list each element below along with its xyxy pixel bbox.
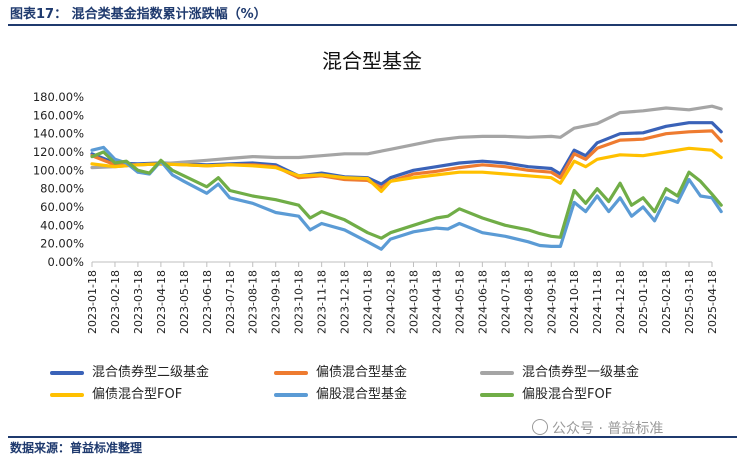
legend-label: 混合债券型二级基金 (92, 365, 210, 380)
legend-label: 偏债混合型基金 (316, 365, 408, 380)
x-tick-label: 2025-02-18 (660, 270, 673, 334)
y-tick-label: 0.00% (47, 255, 84, 269)
y-tick-label: 140.00% (33, 127, 84, 141)
x-tick-label: 2023-10-18 (293, 270, 306, 334)
x-tick-label: 2024-05-18 (453, 270, 466, 334)
source-note: 数据来源：普益标准整理 (10, 441, 143, 455)
x-tick-label: 2023-11-18 (316, 270, 329, 334)
legend-swatch (50, 370, 84, 375)
legend-item-1: 混合债券型二级基金 (50, 361, 209, 380)
x-tick-label: 2024-06-18 (476, 270, 489, 334)
y-tick-label: 40.00% (40, 218, 84, 232)
legend-swatch (274, 392, 308, 397)
x-tick-label: 2024-03-18 (407, 270, 420, 334)
x-tick-label: 2025-01-18 (637, 270, 650, 334)
x-tick-label: 2024-08-18 (522, 270, 535, 334)
y-tick-label: 80.00% (40, 182, 84, 196)
series-line-4 (90, 146, 723, 193)
y-tick-label: 120.00% (33, 145, 84, 159)
series-line-5 (90, 145, 723, 251)
x-tick-label: 2023-09-18 (270, 270, 283, 334)
y-tick-label: 160.00% (33, 108, 84, 122)
series-layer (90, 104, 723, 251)
series-line-6 (90, 150, 723, 240)
legend-item-4: 偏债混合型FOF (50, 383, 182, 402)
legend-label: 偏股混合型FOF (522, 387, 613, 402)
x-tick-label: 2024-04-18 (430, 270, 443, 334)
x-tick-label: 2024-02-18 (385, 270, 398, 334)
y-tick-label: 20.00% (40, 237, 84, 251)
watermark-text: 公众号 · 普益标准 (552, 421, 664, 437)
x-tick-label: 2024-11-18 (591, 270, 604, 334)
x-tick-label: 2024-12-18 (614, 270, 627, 334)
x-tick-label: 2023-01-18 (86, 270, 99, 334)
x-tick-label: 2024-01-18 (362, 270, 375, 334)
y-tick-label: 60.00% (40, 200, 84, 214)
x-tick-label: 2025-04-18 (706, 270, 719, 334)
x-tick-label: 2023-08-18 (247, 270, 260, 334)
x-tick-label: 2025-03-18 (683, 270, 696, 334)
top-rule (8, 24, 737, 26)
line-chart: 混合型基金 0.00% 20.00% 40.00% 60.00% 80.00% 100.0… (33, 49, 723, 334)
x-tick-label: 2023-02-18 (109, 270, 122, 334)
x-tick-label: 2023-03-18 (132, 270, 145, 334)
x-tick-label: 2023-06-18 (201, 270, 214, 334)
x-tick-label: 2023-07-18 (224, 270, 237, 334)
y-tick-label: 100.00% (33, 163, 84, 177)
legend-item-5: 偏股混合型基金 (274, 383, 407, 402)
x-tick-label: 2023-04-18 (155, 270, 168, 334)
axes: 0.00% 20.00% 40.00% 60.00% 80.00% 100.00% 120.… (33, 90, 719, 334)
x-tick-label: 2023-12-18 (339, 270, 352, 334)
legend-item-3: 混合债券型一级基金 (480, 361, 639, 380)
legend-item-6: 偏股混合型FOF (480, 383, 612, 402)
legend-label: 偏股混合型基金 (316, 387, 408, 402)
legend-label: 混合债券型一级基金 (522, 365, 640, 380)
series-line-3 (90, 104, 723, 170)
x-tick-label: 2024-09-18 (545, 270, 558, 334)
legend-swatch (50, 392, 84, 397)
x-tick-label: 2024-07-18 (499, 270, 512, 334)
legend-swatch (480, 370, 514, 375)
watermark: 公众号 · 普益标准 (532, 418, 663, 438)
figure-title: 图表17： 混合类基金指数累计涨跌幅（%） (10, 7, 267, 22)
chart-title: 混合型基金 (322, 49, 422, 73)
legend-label: 偏债混合型FOF (92, 387, 183, 402)
wechat-logo-icon (532, 419, 548, 435)
bottom-rule (8, 436, 737, 438)
x-tick-label: 2024-10-18 (568, 270, 581, 334)
legend-swatch (274, 370, 308, 375)
y-tick-label: 180.00% (33, 90, 84, 104)
legend-swatch (480, 392, 514, 397)
x-tick-label: 2023-05-18 (178, 270, 191, 334)
legend-item-2: 偏债混合型基金 (274, 361, 407, 380)
